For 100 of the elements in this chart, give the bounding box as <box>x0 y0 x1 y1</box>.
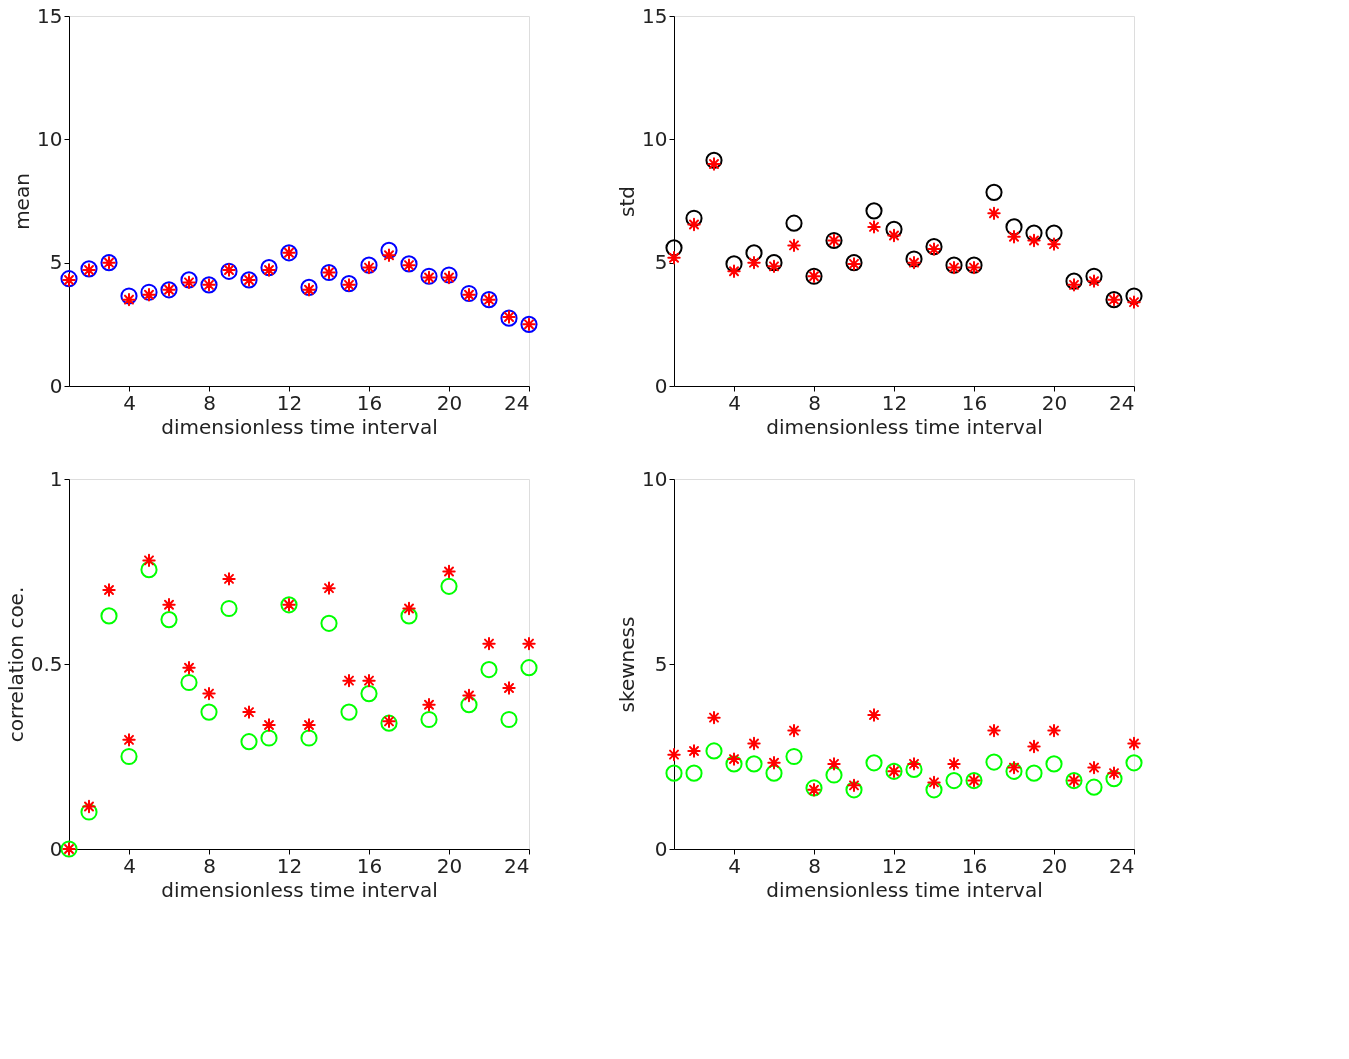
point <box>785 214 803 232</box>
point <box>320 614 338 632</box>
point <box>1047 723 1061 738</box>
point <box>967 260 981 275</box>
x-tick-label: 16 <box>961 390 988 415</box>
point <box>925 238 943 256</box>
point <box>987 723 1001 738</box>
y-tick-label: 0 <box>654 373 668 398</box>
point <box>985 753 1003 771</box>
point <box>120 287 138 305</box>
x-tick-label: 12 <box>881 390 908 415</box>
point <box>442 270 456 285</box>
x-tick-label: 20 <box>436 853 463 878</box>
point <box>260 259 278 277</box>
point <box>1065 272 1083 290</box>
point <box>747 255 761 270</box>
point <box>422 698 436 712</box>
point <box>500 710 518 729</box>
point <box>905 250 923 268</box>
point <box>180 271 198 289</box>
point <box>382 248 396 262</box>
point <box>707 157 721 171</box>
point <box>985 183 1003 201</box>
y-tick-label: 10 <box>642 126 668 151</box>
point <box>667 747 681 762</box>
point <box>160 611 178 629</box>
point <box>482 636 496 651</box>
point <box>80 803 98 821</box>
point <box>767 259 781 274</box>
point <box>687 217 701 232</box>
y-tick-label: 5 <box>654 250 668 275</box>
point <box>100 607 118 625</box>
point <box>122 292 136 307</box>
point <box>947 757 961 771</box>
point <box>440 577 458 595</box>
x-tick-label: 12 <box>881 853 908 878</box>
point <box>727 752 741 766</box>
point <box>667 251 681 265</box>
x-tick-label: 20 <box>1041 853 1068 878</box>
point <box>1087 274 1101 288</box>
point <box>665 764 683 782</box>
y-tick-label: 0 <box>49 373 63 398</box>
point <box>887 228 901 243</box>
point <box>705 742 723 760</box>
point <box>440 266 458 284</box>
point <box>727 264 741 278</box>
point <box>362 673 376 688</box>
point <box>102 583 116 597</box>
x-tick-label: 8 <box>203 390 216 415</box>
point <box>867 220 881 234</box>
point <box>785 747 803 766</box>
point <box>1127 295 1141 309</box>
point <box>442 564 456 579</box>
point <box>687 744 701 758</box>
point <box>885 220 903 238</box>
point <box>987 206 1001 221</box>
point <box>262 263 276 277</box>
point <box>162 598 176 612</box>
point <box>420 710 438 729</box>
point <box>300 278 318 296</box>
point <box>907 757 921 771</box>
point <box>140 561 158 579</box>
point <box>502 681 516 695</box>
point <box>300 729 318 747</box>
point <box>1025 764 1043 782</box>
x-tick-label: 8 <box>808 853 821 878</box>
point <box>1107 766 1121 780</box>
point <box>1067 278 1081 292</box>
point <box>1105 770 1123 788</box>
y-tick-label: 5 <box>654 651 668 676</box>
point <box>765 764 783 782</box>
point <box>945 771 963 790</box>
x-tick-label: 4 <box>123 853 136 878</box>
point <box>907 255 921 270</box>
point <box>220 599 238 618</box>
point <box>260 729 278 747</box>
point <box>180 673 198 692</box>
point <box>805 779 823 797</box>
point <box>460 284 478 303</box>
point <box>725 255 743 273</box>
point <box>787 238 801 253</box>
point <box>242 705 256 719</box>
point <box>1085 778 1103 796</box>
point <box>222 572 236 586</box>
point <box>787 723 801 738</box>
x-tick-label: 24 <box>1109 853 1135 878</box>
point <box>1005 762 1023 780</box>
point <box>847 778 861 793</box>
y-tick-label: 10 <box>37 126 63 151</box>
point <box>807 783 821 797</box>
point <box>845 781 863 799</box>
point <box>462 288 476 302</box>
x-tick-label: 4 <box>123 390 136 415</box>
point <box>1045 755 1063 773</box>
point <box>765 254 783 272</box>
point <box>200 703 218 721</box>
point <box>400 607 418 625</box>
point <box>965 256 983 274</box>
point <box>665 239 683 257</box>
y-axis-title: correlation coe. <box>3 586 28 743</box>
